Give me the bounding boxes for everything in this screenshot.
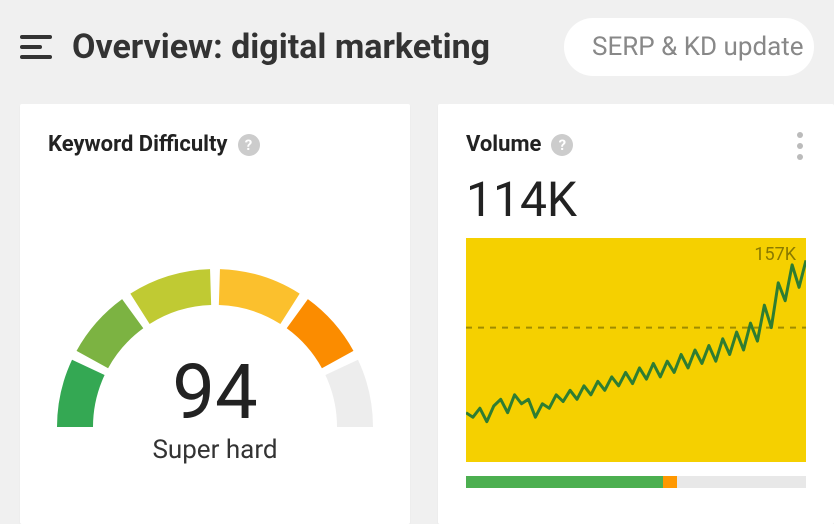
keyword-difficulty-card: Keyword Difficulty ? 94 Super hard [20,104,410,524]
kd-title: Keyword Difficulty [48,132,228,157]
menu-icon[interactable] [20,35,52,59]
header: Overview: digital marketing SERP & KD up… [0,0,834,104]
volume-peak-label: 157K [754,244,796,265]
serp-update-pill[interactable]: SERP & KD update [564,18,814,76]
volume-card: Volume ? 114K 157K [438,104,834,524]
page-title: Overview: digital marketing [72,27,544,67]
cards-row: Keyword Difficulty ? 94 Super hard Volum… [0,104,834,524]
help-icon[interactable]: ? [238,134,260,156]
volume-sparkline: 157K [466,238,806,462]
kd-gauge: 94 Super hard [48,197,382,457]
distribution-segment [663,476,677,488]
volume-title: Volume [466,132,541,157]
volume-value: 114K [466,171,806,228]
volume-distribution-bar [466,476,806,488]
kd-value: 94 [48,347,382,437]
kd-label: Super hard [48,435,382,465]
more-icon[interactable] [788,132,812,160]
help-icon[interactable]: ? [551,134,573,156]
distribution-segment [677,476,806,488]
distribution-segment [466,476,663,488]
